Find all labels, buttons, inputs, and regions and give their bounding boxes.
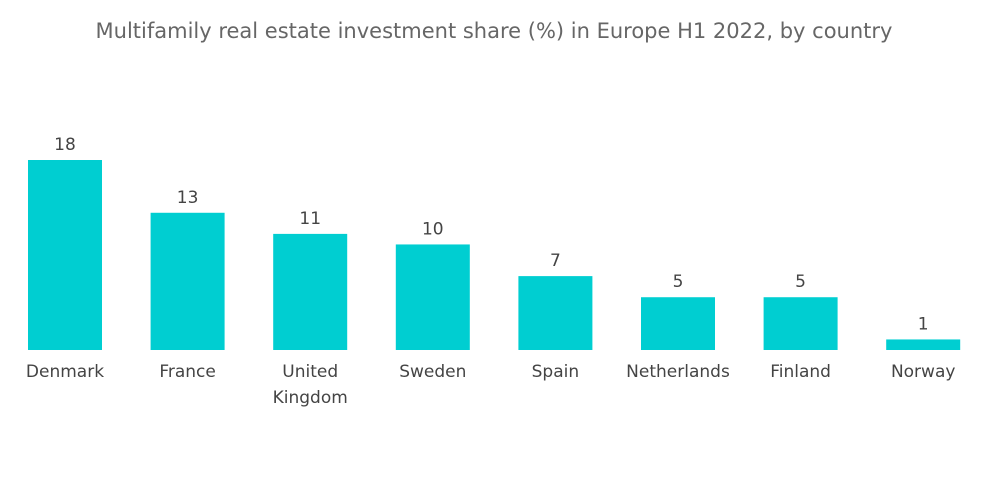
x-tick-label: Netherlands xyxy=(626,362,730,382)
x-tick-label: Spain xyxy=(532,362,580,382)
data-label: 18 xyxy=(54,135,76,155)
x-tick-label: Norway xyxy=(891,362,956,382)
bar-spain xyxy=(518,276,593,350)
data-label: 10 xyxy=(422,219,444,239)
data-label: 5 xyxy=(795,272,806,292)
x-tick-label: France xyxy=(159,362,216,382)
bar-united-kingdom xyxy=(273,233,348,350)
x-tick-label: Kingdom xyxy=(273,388,348,408)
data-label: 11 xyxy=(299,209,321,229)
bar-sweden xyxy=(395,244,470,350)
x-tick-label: Denmark xyxy=(26,362,104,382)
bar-netherlands xyxy=(641,297,715,350)
x-tick-label: Sweden xyxy=(399,362,466,382)
bar-denmark xyxy=(28,160,102,350)
x-tick-label: United xyxy=(282,362,338,382)
data-label: 5 xyxy=(673,272,684,292)
bar-norway xyxy=(886,339,961,350)
bar-finland xyxy=(763,297,838,350)
data-label: 1 xyxy=(918,314,929,334)
bar-france xyxy=(150,212,225,350)
x-tick-label: Finland xyxy=(770,362,831,382)
data-label: 7 xyxy=(550,251,561,271)
chart-title: Multifamily real estate investment share… xyxy=(96,19,893,43)
data-label: 13 xyxy=(177,188,199,208)
